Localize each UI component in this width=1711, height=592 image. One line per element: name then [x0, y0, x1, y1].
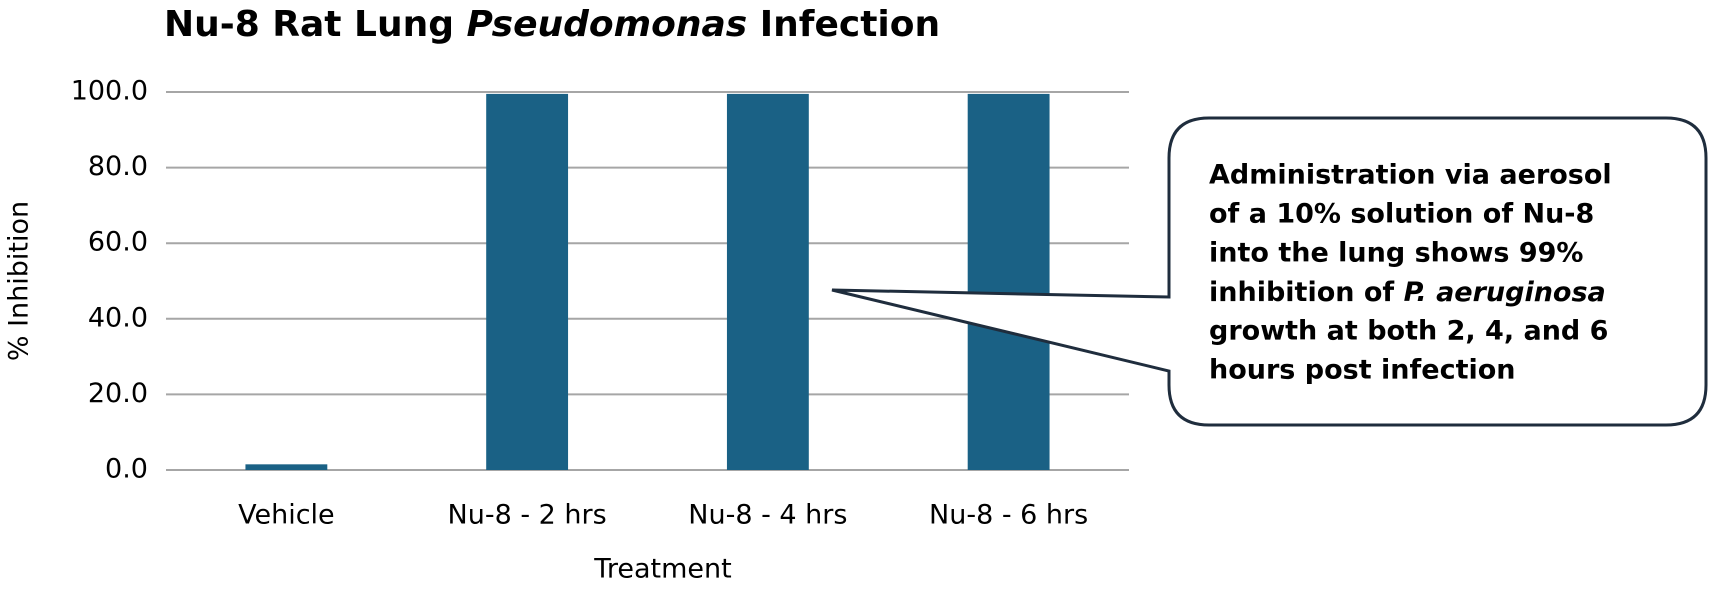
y-tick-label: 40.0: [88, 302, 148, 333]
x-tick-label: Vehicle: [238, 500, 335, 531]
x-axis-label: Treatment: [593, 554, 731, 585]
x-tick-label: Nu-8 - 6 hrs: [929, 500, 1088, 531]
callout: [831, 116, 1708, 427]
y-tick-label: 100.0: [71, 76, 148, 107]
y-tick-label: 20.0: [88, 378, 148, 409]
bar: [726, 93, 809, 470]
title-part: Nu-8 Rat Lung: [164, 4, 467, 45]
bar: [486, 93, 569, 470]
annotation-line: Administration via aerosol: [1209, 160, 1612, 191]
y-tick-label: 60.0: [88, 227, 148, 258]
bar: [967, 93, 1050, 470]
y-tick-label: 80.0: [88, 151, 148, 182]
annotation-line: growth at both 2, 4, and 6: [1209, 316, 1608, 347]
y-tick-label: 0.0: [105, 454, 148, 485]
annotation-line: into the lung shows 99%: [1209, 238, 1583, 269]
title-part: Pseudomonas: [467, 4, 748, 45]
annotation-part: P. aeruginosa: [1404, 277, 1606, 308]
chart-title: Nu-8 Rat Lung Pseudomonas Infection: [164, 4, 940, 45]
bar: [245, 464, 328, 470]
annotation-part: inhibition of: [1209, 277, 1404, 308]
annotation-line: hours post infection: [1209, 355, 1516, 386]
y-axis-label: % Inhibition: [4, 201, 35, 361]
x-tick-label: Nu-8 - 2 hrs: [448, 500, 607, 531]
title-part: Infection: [747, 4, 940, 45]
annotation-line: of a 10% solution of Nu-8: [1209, 199, 1594, 230]
x-tick-label: Nu-8 - 4 hrs: [688, 500, 847, 531]
annotation-line: inhibition of P. aeruginosa: [1209, 277, 1606, 308]
